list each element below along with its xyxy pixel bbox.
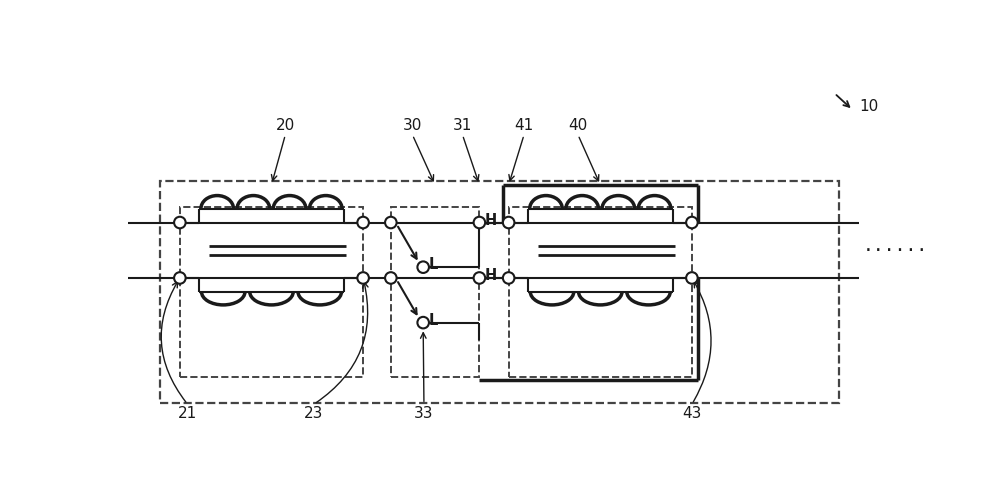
- Text: 23: 23: [304, 406, 324, 421]
- Circle shape: [174, 272, 186, 284]
- Text: L: L: [429, 257, 438, 272]
- Circle shape: [357, 217, 369, 228]
- Circle shape: [686, 272, 698, 284]
- Circle shape: [686, 217, 698, 228]
- Text: H: H: [485, 213, 497, 228]
- Bar: [391, 207, 479, 376]
- Text: 20: 20: [276, 118, 295, 133]
- Text: 43: 43: [682, 406, 702, 421]
- Circle shape: [503, 272, 514, 284]
- Bar: [180, 207, 363, 376]
- Text: ......: ......: [863, 238, 928, 255]
- Circle shape: [385, 217, 397, 228]
- Bar: [509, 207, 692, 376]
- Text: 21: 21: [178, 406, 197, 421]
- Circle shape: [357, 272, 369, 284]
- Circle shape: [503, 217, 514, 228]
- Circle shape: [417, 317, 429, 329]
- Circle shape: [474, 272, 485, 284]
- Text: L: L: [429, 313, 438, 328]
- Text: 10: 10: [859, 99, 878, 114]
- Text: 41: 41: [514, 118, 534, 133]
- Circle shape: [474, 217, 485, 228]
- Circle shape: [174, 217, 186, 228]
- Text: 31: 31: [453, 118, 472, 133]
- Text: 30: 30: [403, 118, 422, 133]
- Circle shape: [417, 261, 429, 273]
- Text: 40: 40: [568, 118, 588, 133]
- Text: 33: 33: [414, 406, 434, 421]
- Circle shape: [385, 272, 397, 284]
- Text: H: H: [485, 268, 497, 283]
- Bar: [160, 181, 839, 403]
